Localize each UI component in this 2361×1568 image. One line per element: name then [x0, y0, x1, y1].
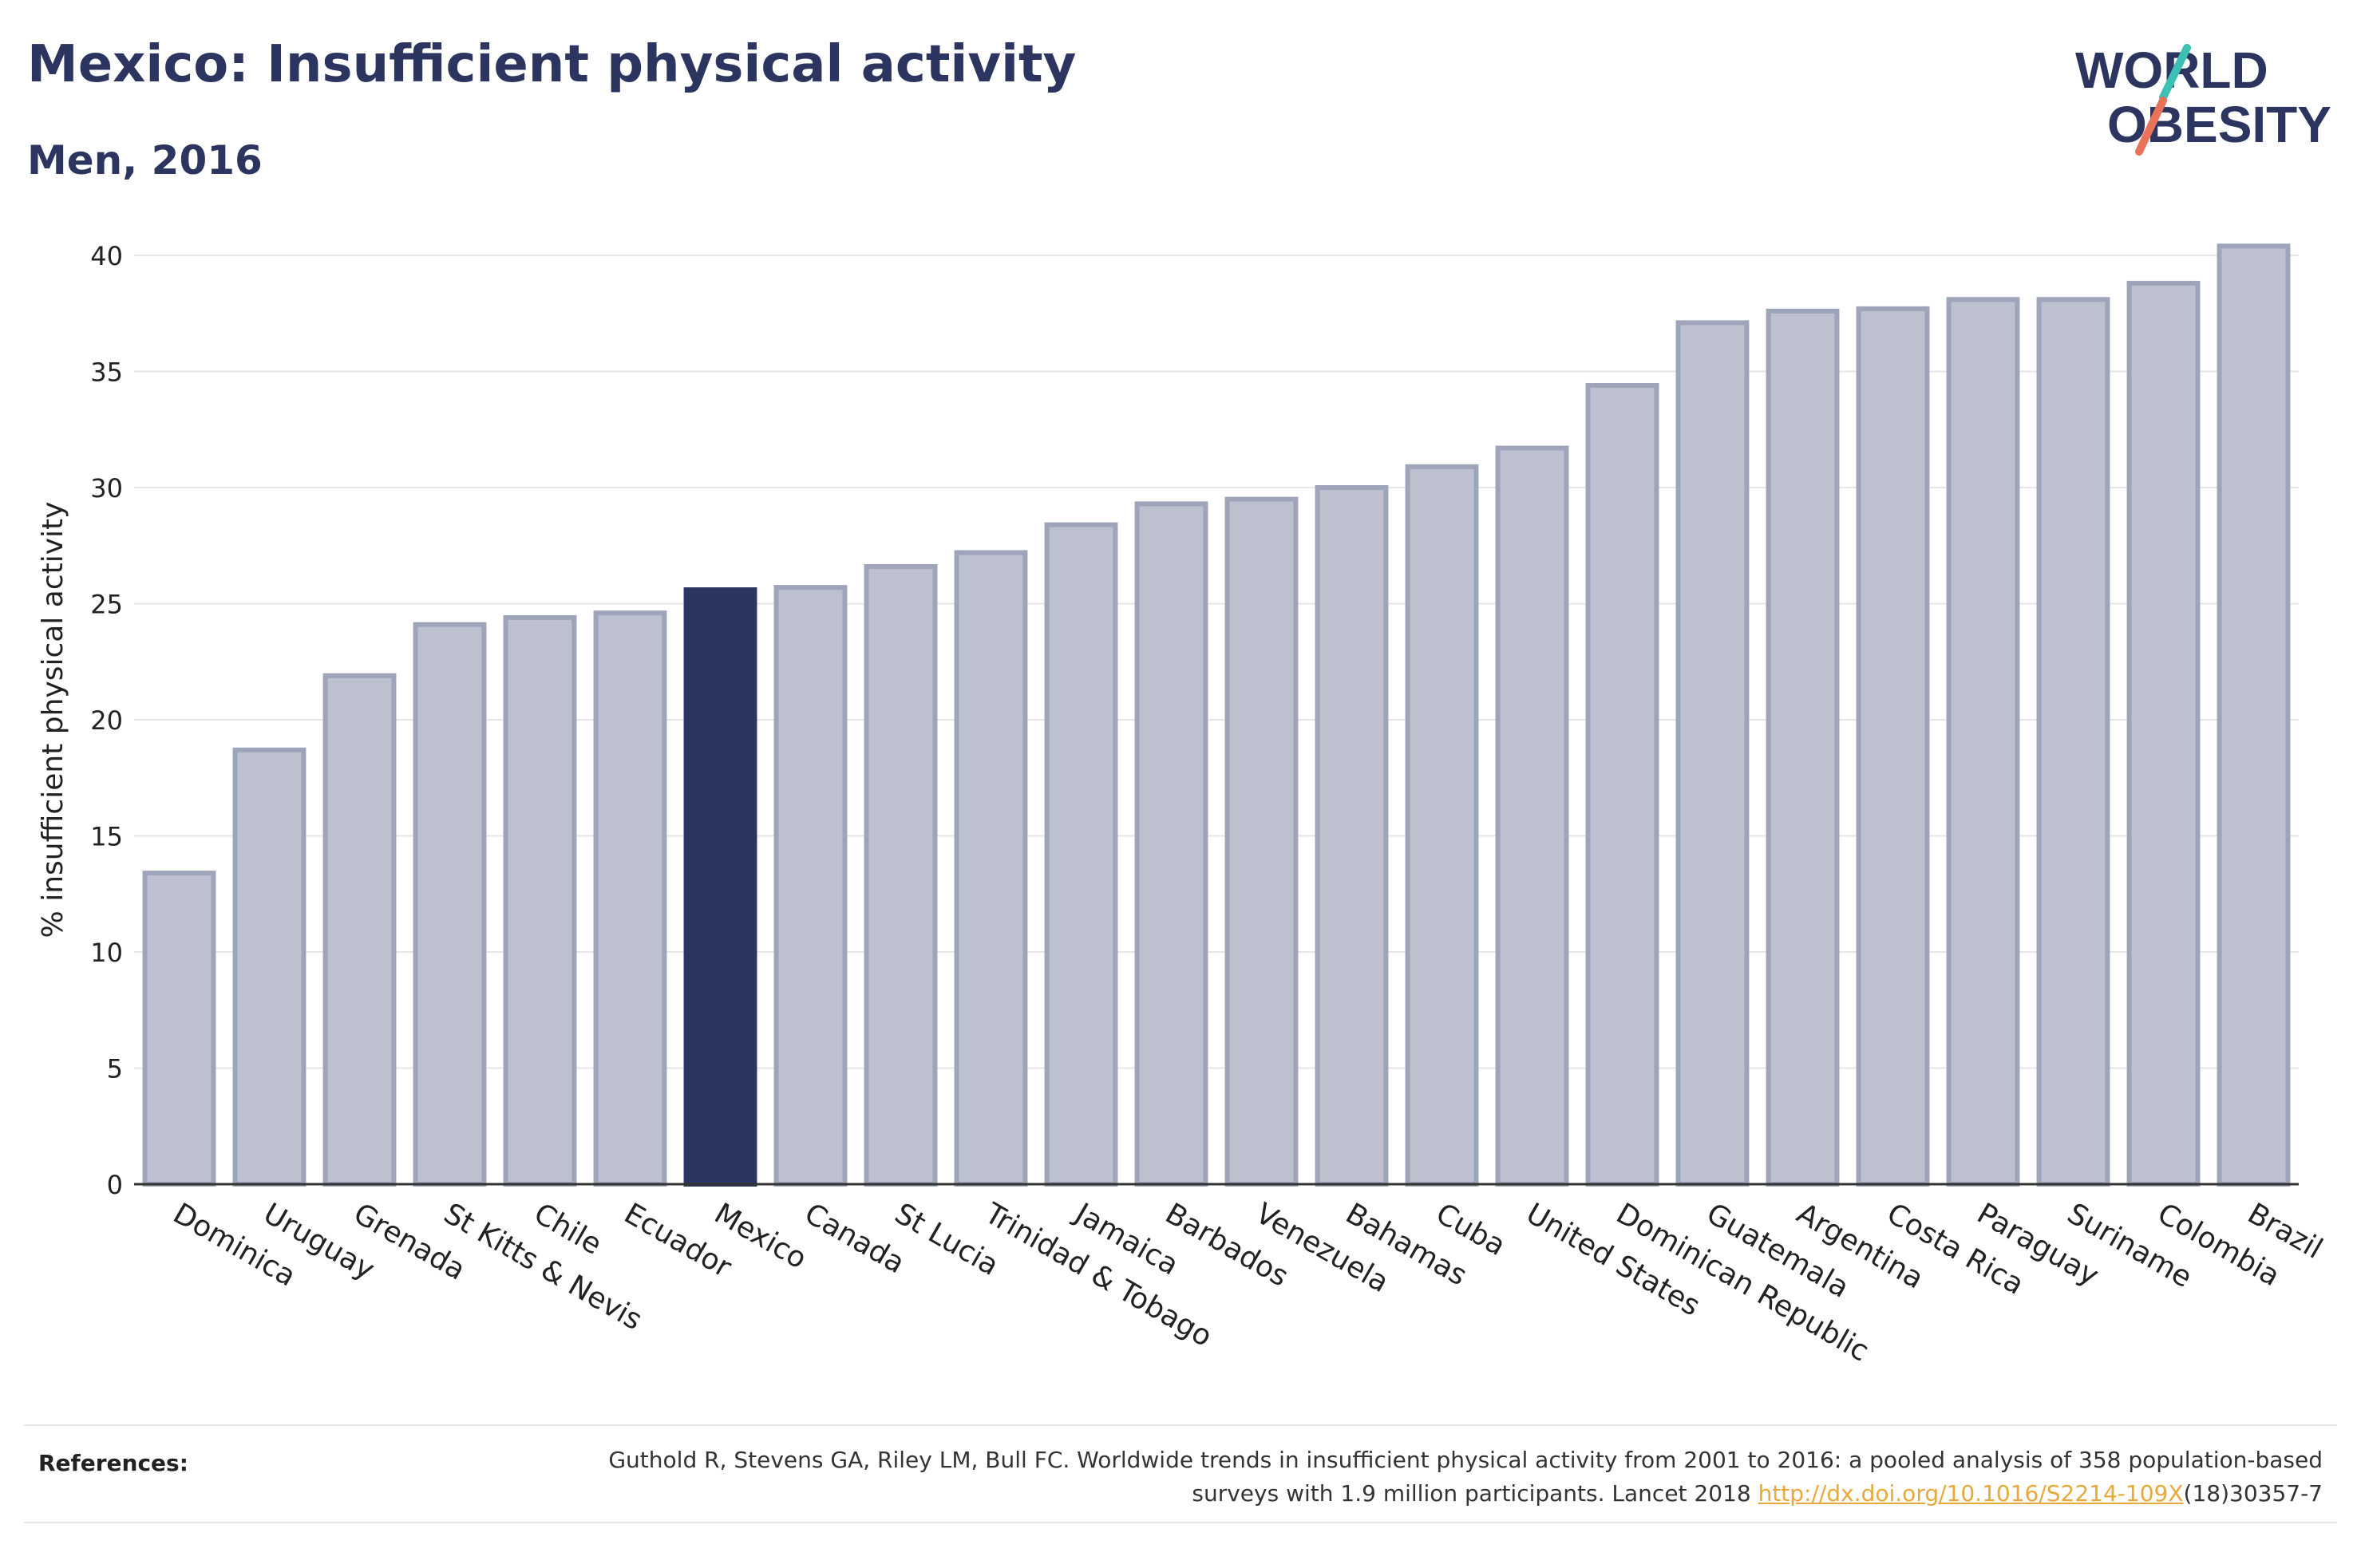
y-tick-label: 15 [90, 822, 123, 852]
references-doi-link[interactable]: http://dx.doi.org/10.1016/S2214-109X [1758, 1480, 2184, 1507]
logo-slash-coral [2135, 97, 2167, 156]
y-axis-ticks: 0 5 10 15 20 25 30 35 40 [90, 241, 123, 1200]
bar-guatemala [1675, 320, 1750, 1187]
bar-canada [773, 585, 848, 1187]
bar-st-kitts-nevis [413, 622, 487, 1187]
y-tick-label: 30 [90, 473, 123, 504]
y-tick-label: 20 [90, 705, 123, 736]
bar-suriname [2036, 297, 2110, 1187]
y-axis-label: % insufficient physical activity [37, 502, 69, 938]
references-text: Guthold R, Stevens GA, Riley LM, Bull FC… [567, 1444, 2323, 1511]
bar-st-lucia [864, 563, 938, 1187]
bar-paraguay [1946, 297, 2020, 1187]
bar-dominica [142, 871, 216, 1187]
references-label: References: [38, 1450, 188, 1476]
bar-costa-rica [1856, 306, 1930, 1187]
bar-venezuela [1224, 496, 1299, 1187]
world-obesity-logo: WORLD OBESITY [2075, 41, 2331, 156]
y-tick-label: 40 [90, 241, 123, 271]
bar-uruguay [232, 747, 306, 1187]
chart-title: Mexico: Insufficient physical activity [27, 35, 1077, 94]
bar-chart: 0 5 10 15 20 25 30 35 40 DominicaUruguayGrenadaS… [37, 241, 2328, 1369]
bar-trinidad-tobago [954, 550, 1028, 1187]
bar-mexico [683, 587, 757, 1187]
references-citation: Guthold R, Stevens GA, Riley LM, Bull FC… [608, 1447, 2323, 1507]
bar-brazil [2217, 243, 2291, 1187]
y-tick-label: 35 [90, 357, 123, 388]
bar-ecuador [593, 610, 667, 1187]
y-tick-label: 10 [90, 938, 123, 968]
references-citation-tail: (18)30357-7 [2183, 1480, 2323, 1507]
y-tick-label: 0 [107, 1170, 123, 1200]
bar-jamaica [1044, 522, 1118, 1187]
bar-cuba [1405, 464, 1479, 1187]
y-tick-label: 25 [90, 590, 123, 620]
bar-argentina [1766, 308, 1840, 1187]
bar-dominican-republic [1585, 382, 1659, 1187]
bar-chile [503, 614, 577, 1187]
x-tick-label: St Lucia [889, 1197, 1004, 1282]
bar-united-states [1495, 445, 1569, 1187]
bar-barbados [1134, 501, 1208, 1187]
bar-colombia [2126, 280, 2201, 1187]
x-tick-label: Canada [799, 1197, 910, 1280]
logo-slash-teal [2159, 44, 2191, 101]
logo-line1: WORLD [2075, 41, 2268, 99]
bars [142, 243, 2291, 1187]
bar-bahamas [1315, 485, 1389, 1187]
references-panel: References: Guthold R, Stevens GA, Riley… [24, 1424, 2337, 1523]
bar-grenada [322, 673, 397, 1187]
chart-subtitle: Men, 2016 [27, 137, 263, 184]
y-tick-label: 5 [107, 1054, 123, 1084]
